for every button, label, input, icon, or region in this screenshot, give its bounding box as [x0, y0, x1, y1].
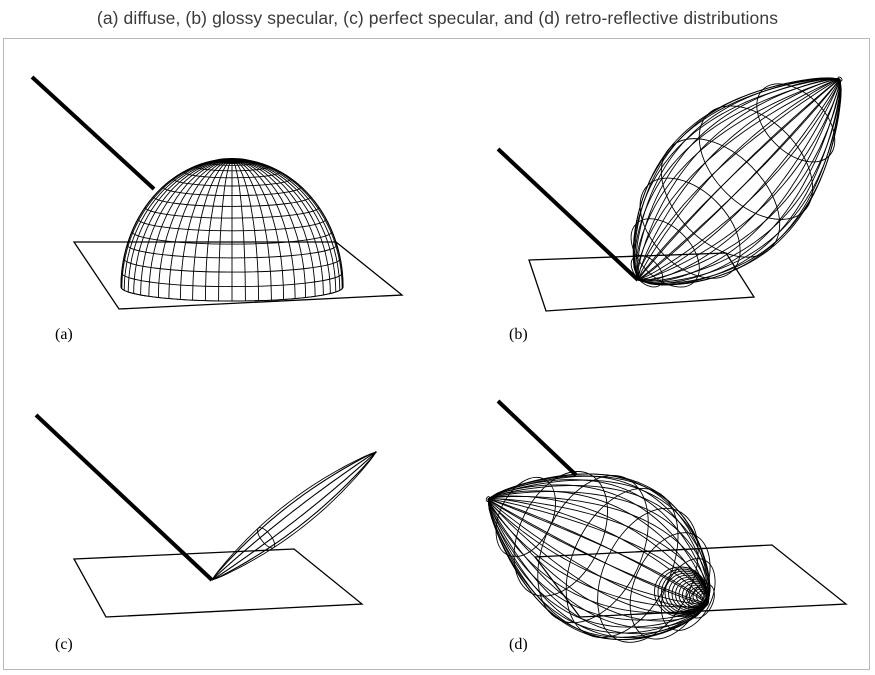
incident-ray	[34, 413, 214, 582]
surface-plane	[72, 548, 364, 618]
incident-ray	[30, 75, 156, 191]
incident-ray	[496, 399, 578, 477]
diffuse-diagram	[30, 75, 404, 310]
surface-plane	[528, 252, 756, 312]
retro-lobe-mesh	[485, 471, 716, 643]
panel-perfect-specular: (c)	[4, 353, 436, 667]
figure-frame: (a) (b) (c) (d)	[3, 38, 870, 670]
panel-retro-reflective: (d)	[436, 353, 868, 667]
panel-label-b: (b)	[509, 326, 528, 343]
diffuse-hemisphere-mesh	[120, 158, 344, 302]
glossy-diagram	[496, 76, 843, 312]
specular-lobe-mesh	[211, 451, 377, 581]
glossy-lobe-mesh	[630, 76, 843, 288]
panel-label-a: (a)	[55, 326, 73, 343]
panel-diffuse: (a)	[4, 39, 436, 353]
panel-label-d: (d)	[509, 636, 528, 653]
retro-reflective-diagram	[485, 399, 848, 643]
panel-glossy-specular: (b)	[436, 39, 868, 353]
figure-caption: (a) diffuse, (b) glossy specular, (c) pe…	[96, 8, 779, 28]
panel-label-c: (c)	[55, 636, 73, 653]
surface-plane	[72, 241, 404, 310]
perfect-specular-diagram	[34, 413, 377, 618]
incident-ray	[496, 147, 640, 282]
